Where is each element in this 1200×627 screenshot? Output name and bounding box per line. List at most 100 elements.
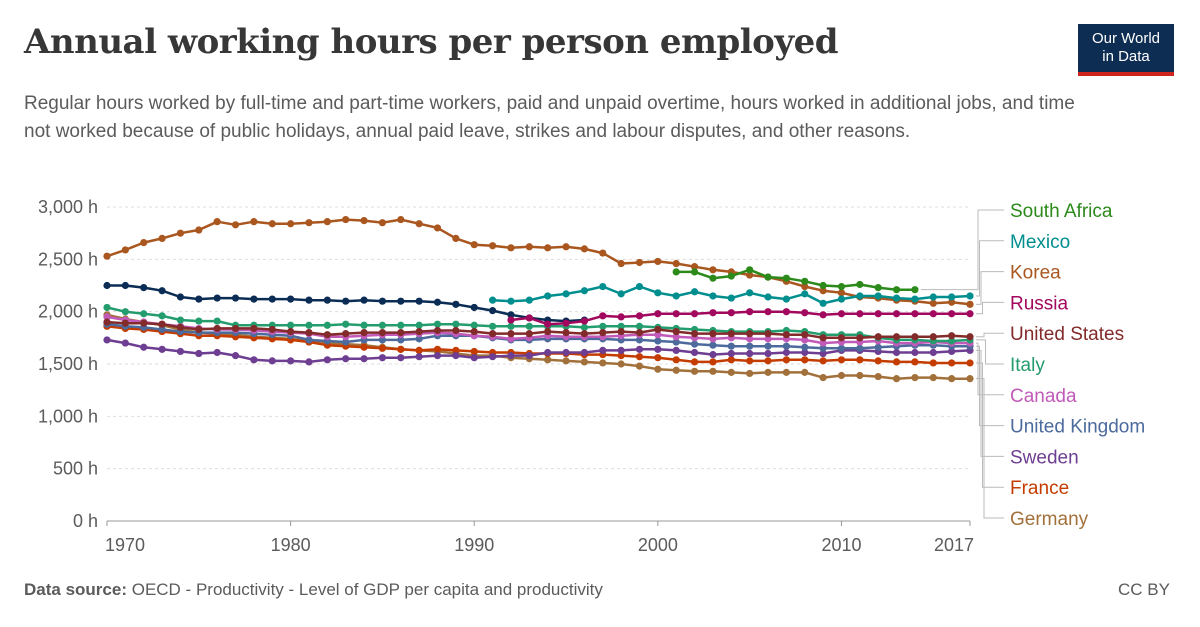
data-point[interactable] bbox=[470, 321, 478, 329]
data-point[interactable] bbox=[709, 335, 717, 343]
data-point[interactable] bbox=[213, 317, 221, 325]
data-point[interactable] bbox=[764, 349, 772, 358]
data-point[interactable] bbox=[929, 293, 937, 301]
data-point[interactable] bbox=[672, 356, 680, 364]
data-point[interactable] bbox=[525, 330, 533, 338]
data-point[interactable] bbox=[635, 312, 644, 320]
data-point[interactable] bbox=[654, 310, 662, 318]
data-point[interactable] bbox=[176, 347, 185, 356]
data-point[interactable] bbox=[599, 282, 607, 291]
data-point[interactable] bbox=[911, 310, 919, 318]
data-point[interactable] bbox=[892, 333, 901, 341]
data-point[interactable] bbox=[929, 359, 937, 367]
data-point[interactable] bbox=[654, 354, 662, 362]
data-point[interactable] bbox=[856, 371, 864, 380]
data-point[interactable] bbox=[654, 365, 662, 373]
data-point[interactable] bbox=[397, 297, 405, 305]
data-point[interactable] bbox=[599, 346, 607, 354]
data-point[interactable] bbox=[140, 319, 148, 327]
data-point[interactable] bbox=[837, 295, 846, 303]
data-point[interactable] bbox=[158, 325, 166, 334]
data-point[interactable] bbox=[690, 310, 699, 318]
data-point[interactable] bbox=[195, 349, 203, 358]
data-point[interactable] bbox=[195, 325, 203, 334]
data-point[interactable] bbox=[103, 303, 111, 312]
data-point[interactable] bbox=[966, 359, 974, 367]
data-point[interactable] bbox=[562, 348, 570, 357]
data-point[interactable] bbox=[103, 336, 111, 344]
data-point[interactable] bbox=[801, 356, 809, 364]
data-point[interactable] bbox=[892, 375, 901, 383]
data-point[interactable] bbox=[121, 339, 129, 347]
data-point[interactable] bbox=[599, 312, 607, 320]
data-point[interactable] bbox=[121, 319, 129, 327]
series-united-states[interactable] bbox=[103, 318, 974, 342]
data-point[interactable] bbox=[892, 294, 901, 302]
data-point[interactable] bbox=[580, 358, 589, 366]
data-point[interactable] bbox=[415, 220, 423, 228]
data-point[interactable] bbox=[617, 360, 625, 368]
data-point[interactable] bbox=[525, 243, 533, 251]
data-point[interactable] bbox=[837, 334, 846, 342]
data-point[interactable] bbox=[911, 374, 919, 382]
data-point[interactable] bbox=[140, 343, 148, 351]
data-point[interactable] bbox=[819, 334, 827, 342]
data-point[interactable] bbox=[452, 320, 460, 328]
data-point[interactable] bbox=[176, 293, 185, 301]
data-point[interactable] bbox=[819, 357, 827, 365]
data-point[interactable] bbox=[690, 348, 699, 357]
data-point[interactable] bbox=[231, 294, 240, 302]
data-point[interactable] bbox=[672, 259, 680, 268]
data-point[interactable] bbox=[287, 220, 295, 228]
data-point[interactable] bbox=[452, 300, 460, 308]
data-point[interactable] bbox=[709, 330, 717, 338]
data-point[interactable] bbox=[562, 329, 570, 337]
legend-label[interactable]: Germany bbox=[1010, 509, 1089, 530]
data-point[interactable] bbox=[617, 327, 625, 336]
data-point[interactable] bbox=[635, 336, 644, 344]
data-point[interactable] bbox=[966, 333, 974, 341]
data-point[interactable] bbox=[856, 334, 864, 342]
data-point[interactable] bbox=[397, 354, 405, 362]
data-point[interactable] bbox=[544, 348, 552, 357]
data-point[interactable] bbox=[360, 321, 368, 329]
legend-label[interactable]: Canada bbox=[1010, 386, 1077, 407]
data-point[interactable] bbox=[672, 327, 680, 336]
data-point[interactable] bbox=[488, 242, 497, 250]
legend-label[interactable]: United States bbox=[1010, 324, 1124, 345]
data-point[interactable] bbox=[250, 218, 258, 226]
data-point[interactable] bbox=[654, 331, 662, 339]
data-point[interactable] bbox=[654, 337, 662, 345]
data-point[interactable] bbox=[948, 337, 956, 345]
data-point[interactable] bbox=[617, 290, 625, 298]
data-point[interactable] bbox=[764, 273, 772, 281]
data-point[interactable] bbox=[709, 358, 717, 366]
data-point[interactable] bbox=[837, 344, 846, 352]
data-point[interactable] bbox=[525, 296, 533, 304]
data-point[interactable] bbox=[635, 353, 644, 361]
data-point[interactable] bbox=[801, 309, 809, 317]
data-point[interactable] bbox=[287, 327, 295, 336]
data-point[interactable] bbox=[782, 342, 790, 350]
data-point[interactable] bbox=[158, 234, 166, 242]
data-point[interactable] bbox=[433, 320, 442, 328]
data-point[interactable] bbox=[837, 310, 846, 318]
data-point[interactable] bbox=[782, 295, 790, 303]
data-point[interactable] bbox=[764, 330, 772, 338]
data-point[interactable] bbox=[433, 345, 442, 353]
data-point[interactable] bbox=[342, 338, 350, 346]
data-point[interactable] bbox=[874, 292, 882, 300]
data-point[interactable] bbox=[672, 292, 680, 300]
data-point[interactable] bbox=[948, 359, 956, 367]
data-point[interactable] bbox=[709, 274, 717, 282]
data-point[interactable] bbox=[746, 349, 754, 358]
data-point[interactable] bbox=[709, 292, 717, 300]
data-point[interactable] bbox=[323, 218, 331, 226]
data-point[interactable] bbox=[819, 281, 827, 290]
data-point[interactable] bbox=[397, 345, 405, 353]
data-point[interactable] bbox=[378, 321, 387, 329]
data-point[interactable] bbox=[801, 368, 809, 376]
data-point[interactable] bbox=[488, 296, 497, 304]
data-point[interactable] bbox=[966, 292, 974, 300]
data-point[interactable] bbox=[103, 281, 111, 290]
